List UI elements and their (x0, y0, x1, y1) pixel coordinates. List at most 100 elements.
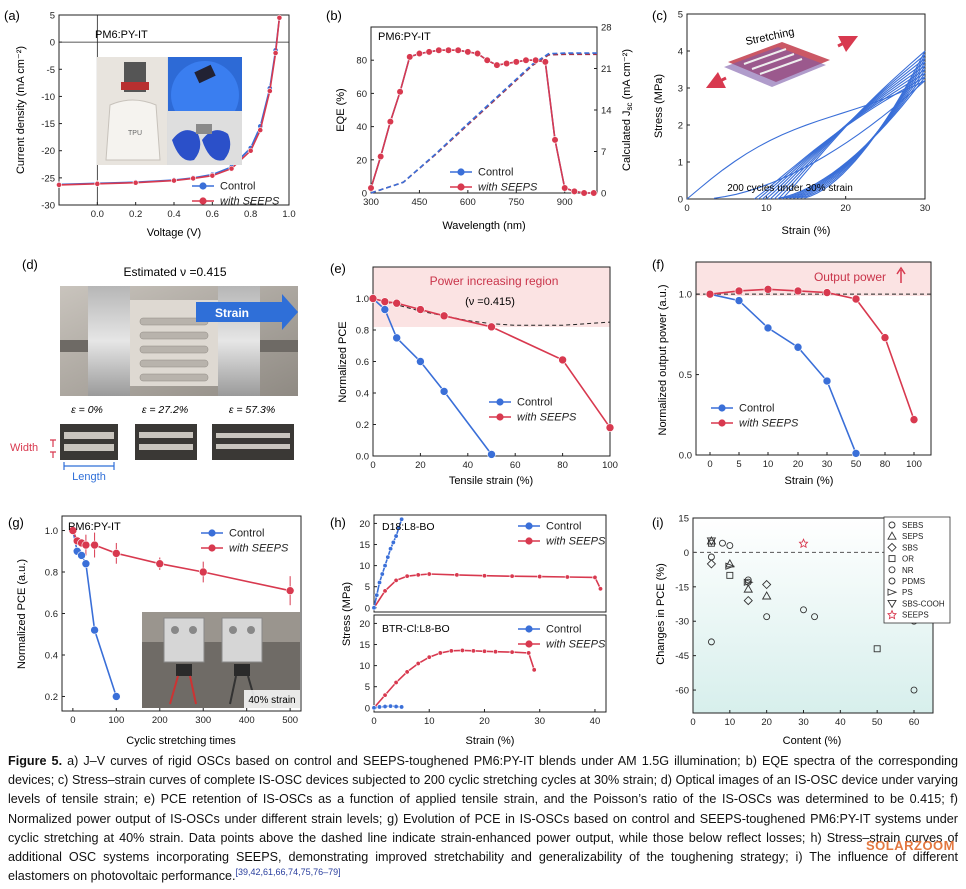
panel-g-seeps-line (72, 530, 291, 592)
legend-swatch-marker (457, 168, 465, 176)
panel-i-xlabel: Content (%) (783, 735, 842, 747)
panel-b-seeps-point (503, 59, 511, 68)
legend-swatch-marker (208, 544, 216, 552)
legend-swatch-marker (525, 522, 533, 530)
panel-g-seeps-point (112, 549, 121, 558)
panel-h-bottom-seeps-point (437, 650, 443, 656)
panel-b-eqe: 300 450 600 750 900 0 20 40 60 80 0 7 14 21 28 (b) PM6… (326, 8, 634, 232)
panel-e-pce-strain: 0 20 40 60 80 100 0.0 0.2 0.4 0.6 0.8 1.0 (e) Power… (330, 261, 618, 487)
panel-b-seeps-point (512, 58, 520, 66)
panel-c-y-tick-label: 1 (678, 158, 683, 169)
panel-i-x-tick-label: 10 (725, 717, 736, 728)
panel-g-inset-title: PM6:PY-IT (68, 521, 121, 533)
panel-g-seeps-point (285, 586, 295, 595)
panel-h-bottom-seeps-point (459, 647, 465, 653)
panel-e-nu-text: (ν =0.415) (465, 296, 515, 308)
panel-b-ylabel: EQE (%) (335, 88, 347, 131)
panel-e-seeps-point (368, 294, 378, 303)
panel-e-control-point (392, 333, 402, 343)
panel-h-top-y-tick-label: 0 (365, 603, 370, 614)
legend-swatch-marker (718, 419, 726, 427)
legend-label: with SEEPS (229, 543, 289, 555)
panel-h-bottom-y-tick-label: 0 (365, 703, 370, 714)
panel-e-control-point (380, 305, 390, 314)
legend-swatch-marker (457, 183, 465, 191)
panel-b-x-tick-label: 600 (460, 197, 476, 208)
panel-i-legend-label: PS (902, 588, 913, 597)
panel-i-point-nr (763, 613, 771, 621)
caption-refs: [39,42,61,66,74,75,76–79] (235, 867, 341, 878)
panel-h-top-control-point (388, 546, 394, 552)
panel-f-point (880, 333, 890, 342)
panel-a-ylabel: Current density (mA cm⁻²) (15, 46, 27, 174)
panel-b-seeps-point (483, 56, 491, 64)
panel-i-point-sbs-cooh (706, 537, 717, 546)
panel-e-control-point (416, 357, 425, 366)
panel-f-point (851, 294, 861, 304)
panel-c-cyclic-stress: 0 10 20 30 0 1 2 3 4 5 (c) Stretching 200 cycles … (652, 8, 930, 237)
panel-a-seeps-point (272, 50, 279, 56)
panel-g-y-tick-label: 0.4 (45, 650, 58, 661)
panel-i-point-seeps (798, 538, 809, 549)
panel-i-legend-label: NR (902, 566, 914, 575)
panel-h-bottom-frame (373, 614, 607, 713)
legend-swatch-marker (199, 182, 207, 190)
legend-label: with SEEPS (546, 536, 606, 548)
panel-b-seeps-point (444, 46, 453, 54)
panel-a-y-tick-label: -15 (41, 119, 55, 130)
panel-h-top-frame (373, 514, 607, 613)
panel-b-seeps-point (367, 184, 375, 192)
panel-a-photo: TPU (97, 57, 242, 165)
panel-h-top-seeps-point (509, 573, 515, 579)
panel-f-x-tick-label: 5 (736, 459, 741, 470)
panel-f-x-tick-label: 30 (822, 459, 833, 470)
panel-f-x-tick-label: 0 (707, 459, 712, 470)
panel-b-seeps-point (590, 189, 598, 197)
legend-swatch-marker (525, 640, 533, 648)
panel-h-top-seeps-point (382, 588, 388, 594)
panel-a-x-tick-label: 0.2 (129, 209, 142, 220)
panel-a-y-tick-label: 5 (50, 11, 55, 22)
panel-a-seeps-point (94, 180, 101, 187)
panel-c-note: 200 cycles under 30% strain (727, 183, 853, 194)
panel-b-seeps-point (551, 136, 559, 144)
caption-text: a) J–V curves of rigid OSCs based on con… (8, 754, 958, 884)
panel-e-seeps-point (605, 423, 615, 432)
panel-c-frame (686, 13, 926, 200)
panel-h-bottom-seeps-line (373, 649, 535, 709)
panel-b-xlabel: Wavelength (nm) (442, 220, 525, 232)
panel-b-y2-tick-label: 0 (601, 189, 606, 200)
panel-a-y-tick-label: 0 (50, 38, 55, 49)
panel-h-top-control-point (379, 571, 385, 577)
panel-g-control-point (90, 625, 99, 635)
panel-b-jsc-seeps-line (370, 52, 597, 194)
panel-f-point (793, 342, 803, 352)
panel-i-legend-label: OR (902, 555, 914, 564)
panel-f-y-tick-label: 0.5 (679, 370, 692, 381)
legend-swatch-marker (525, 625, 533, 633)
panel-a-seeps-point (56, 182, 62, 188)
panel-h-top-seeps-point (564, 574, 570, 580)
panel-h-bottom-seeps-point (481, 648, 487, 654)
panel-i-elastomers: 0 10 20 30 40 50 60 15 0 -15 -30 -45 -60 (i) SEBS SEP… (652, 514, 951, 747)
panel-h-top-seeps-point (481, 573, 487, 579)
panel-e-x-tick-label: 0 (370, 460, 375, 471)
panel-e-seeps-point (380, 297, 390, 306)
panel-h-top-control-point (393, 533, 399, 539)
panel-c-device-illustration: Stretching (705, 26, 859, 89)
panel-b-y-tick-label: 40 (356, 122, 367, 133)
panel-h-bottom-seeps-point (393, 679, 399, 685)
panel-i-y-tick-label: -15 (675, 582, 689, 593)
panel-c-x-tick-label: 0 (684, 203, 689, 214)
panel-a-seeps-point (276, 14, 283, 21)
panel-h-bottom-seeps-point (404, 669, 410, 675)
panel-a-seeps-point (266, 88, 273, 94)
panel-g-x-tick-label: 100 (108, 715, 124, 726)
panel-a-inset-title: PM6:PY-IT (95, 29, 148, 41)
panel-a-photo-text: TPU (128, 130, 142, 137)
panel-a-seeps-point (247, 147, 254, 154)
panel-b-seeps-point (532, 56, 540, 64)
panel-i-x-tick-label: 40 (835, 717, 846, 728)
panel-h-top-y-tick-label: 5 (365, 582, 370, 593)
